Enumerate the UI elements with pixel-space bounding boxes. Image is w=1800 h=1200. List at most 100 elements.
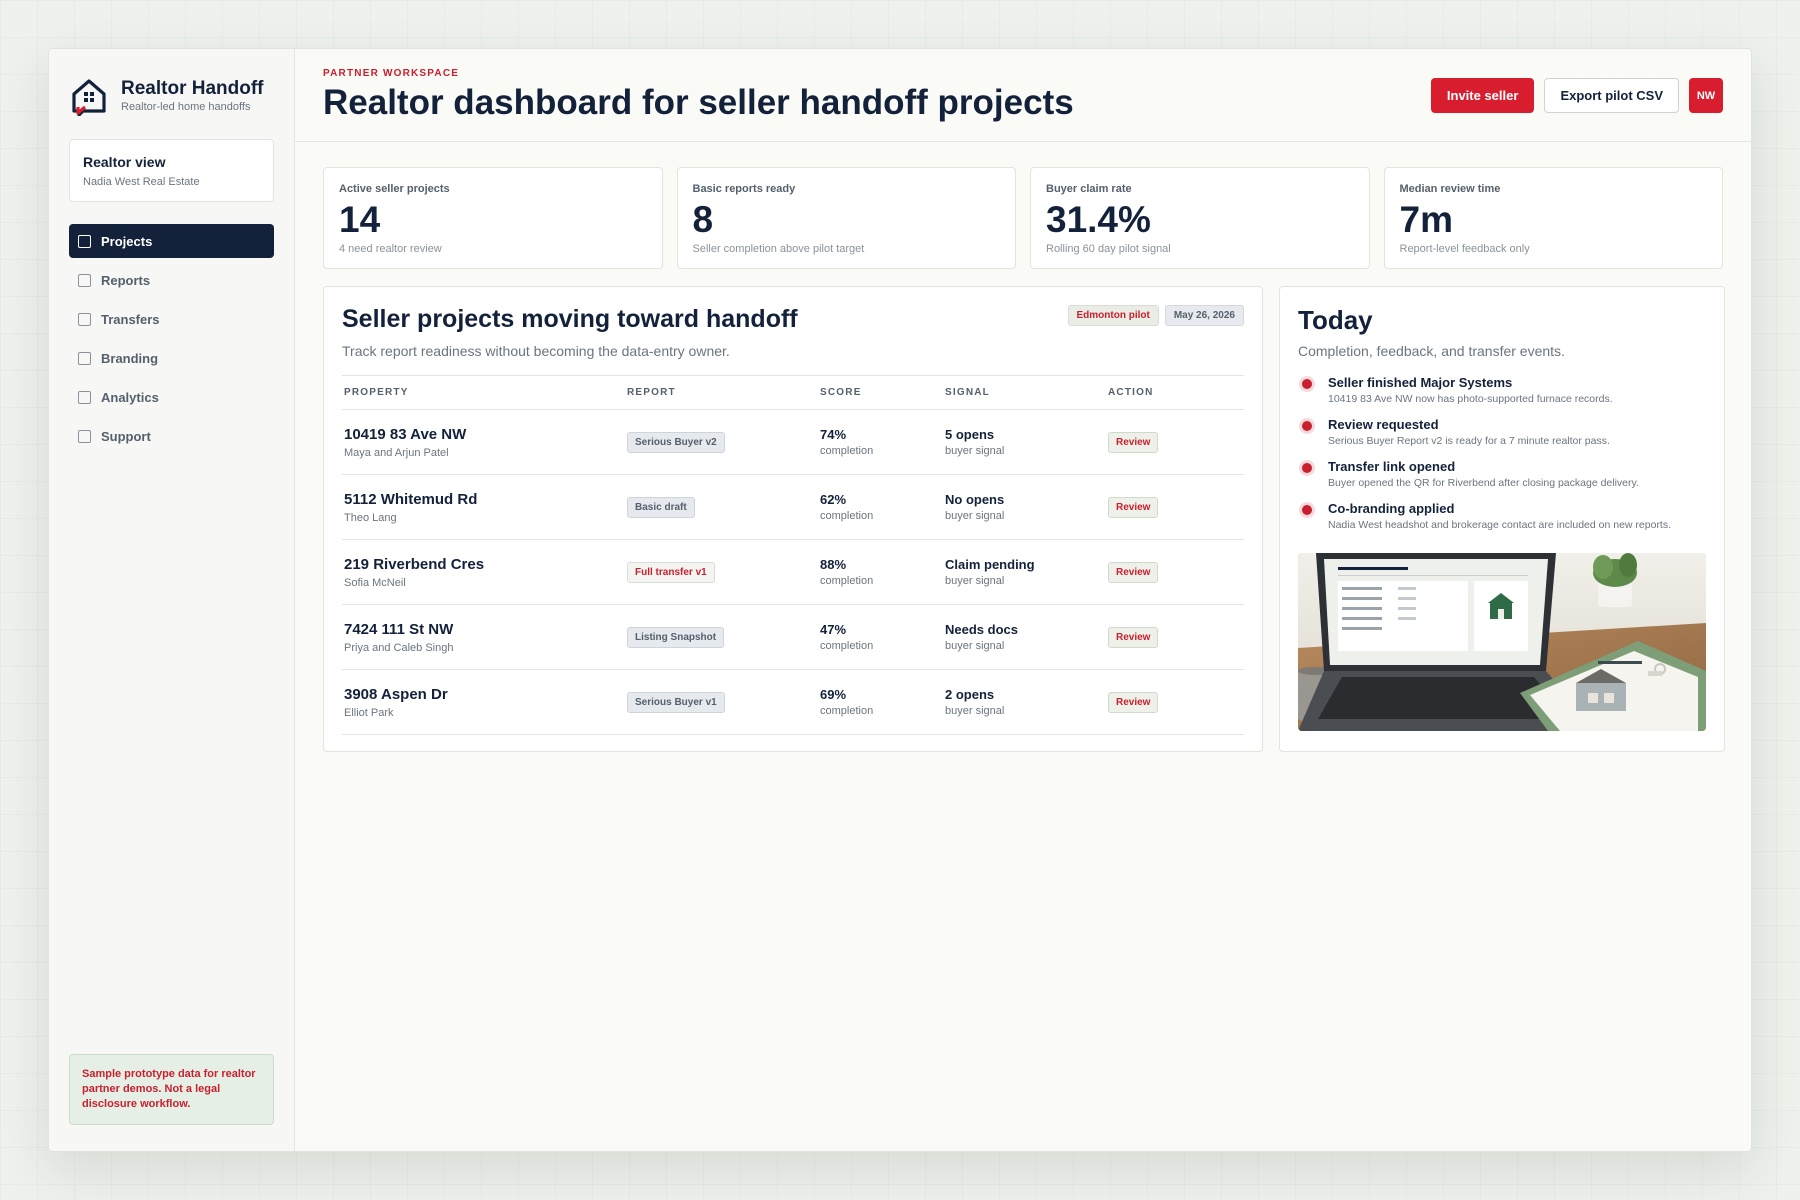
column-header-action[interactable]: ACTION: [1106, 375, 1244, 410]
event-item: Transfer link opened Buyer opened the QR…: [1298, 459, 1706, 501]
report-tag: Serious Buyer v2: [627, 431, 725, 453]
signal-value: No opens: [945, 492, 1005, 507]
score-note: completion: [820, 575, 874, 587]
stat-value: 8: [692, 199, 714, 240]
column-header-report[interactable]: REPORT: [625, 375, 818, 410]
page-eyebrow: PARTNER WORKSPACE: [323, 68, 460, 79]
stat-note: Rolling 60 day pilot signal: [1046, 243, 1171, 255]
review-button[interactable]: Review: [1108, 496, 1159, 518]
sidebar-item-label: Analytics: [101, 389, 159, 405]
event-dot-icon: [1302, 379, 1312, 389]
sidebar-item-projects[interactable]: Projects: [69, 224, 274, 258]
score-note: completion: [820, 510, 874, 522]
signal-value: Claim pending: [945, 557, 1035, 572]
event-description: Nadia West headshot and brokerage contac…: [1328, 519, 1672, 531]
signal-note: buyer signal: [945, 575, 1005, 587]
report-tag: Serious Buyer v1: [627, 691, 725, 713]
event-description: 10419 83 Ave NW now has photo-supported …: [1328, 393, 1613, 405]
table-row[interactable]: 7424 111 St NW Priya and Caleb Singh List…: [342, 604, 1244, 670]
checkbox-icon: [78, 273, 91, 287]
avatar[interactable]: NW: [1689, 78, 1723, 113]
table-header-row: PROPERTY REPORT SCORE SIGNAL ACTION: [342, 375, 1244, 410]
sidebar-item-reports[interactable]: Reports: [69, 263, 274, 297]
property-owner: Sofia McNeil: [344, 576, 406, 589]
checkbox-icon: [78, 429, 91, 443]
invite-seller-button[interactable]: Invite seller: [1430, 78, 1535, 113]
date-chip[interactable]: May 26, 2026: [1164, 305, 1244, 326]
score-note: completion: [820, 445, 874, 457]
column-header-signal[interactable]: SIGNAL: [943, 375, 1106, 410]
realtor-view-title: Realtor view: [83, 154, 166, 170]
realtor-view-card[interactable]: Realtor view Nadia West Real Estate: [69, 139, 274, 202]
review-button[interactable]: Review: [1108, 691, 1159, 713]
sidebar-item-transfers[interactable]: Transfers: [69, 302, 274, 336]
stat-card: Basic reports ready 8 Seller completion …: [676, 167, 1016, 269]
sidebar-item-branding[interactable]: Branding: [69, 341, 274, 375]
property-address: 7424 111 St NW: [344, 620, 454, 638]
signal-value: 5 opens: [945, 427, 995, 442]
signal-note: buyer signal: [945, 640, 1005, 652]
today-panel: Today Completion, feedback, and transfer…: [1279, 286, 1725, 752]
sidebar-item-support[interactable]: Support: [69, 419, 274, 453]
sidebar-nav: Projects Reports Transfers Branding Anal…: [69, 224, 274, 453]
property-address: 10419 83 Ave NW: [344, 425, 467, 443]
sidebar-item-label: Transfers: [101, 311, 160, 327]
sidebar-item-analytics[interactable]: Analytics: [69, 380, 274, 414]
score-value: 88%: [820, 557, 847, 572]
event-item: Review requested Serious Buyer Report v2…: [1298, 417, 1706, 459]
event-item: Co-branding applied Nadia West headshot …: [1298, 501, 1706, 543]
property-owner: Maya and Arjun Patel: [344, 446, 449, 459]
event-description: Buyer opened the QR for Riverbend after …: [1328, 477, 1639, 489]
realtor-view-subtitle: Nadia West Real Estate: [83, 176, 200, 188]
review-button[interactable]: Review: [1108, 626, 1159, 648]
brand[interactable]: Realtor Handoff Realtor-led home handoff…: [69, 75, 274, 117]
score-note: completion: [820, 640, 874, 652]
stat-label: Buyer claim rate: [1046, 183, 1132, 195]
event-title: Transfer link opened: [1328, 459, 1456, 474]
column-header-score[interactable]: SCORE: [818, 375, 943, 410]
table-row[interactable]: 3908 Aspen Dr Elliot Park Serious Buyer v…: [342, 669, 1244, 735]
table-row[interactable]: 5112 Whitemud Rd Theo Lang Basic draft 62…: [342, 474, 1244, 540]
score-value: 69%: [820, 687, 847, 702]
brand-subtitle: Realtor-led home handoffs: [121, 101, 251, 113]
projects-panel: Seller projects moving toward handoff Tr…: [323, 286, 1263, 752]
top-actions: Invite seller Export pilot CSV NW: [1430, 78, 1723, 113]
table-row[interactable]: 219 Riverbend Cres Sofia McNeil Full tran…: [342, 539, 1244, 605]
event-list: Seller finished Major Systems 10419 83 A…: [1298, 375, 1706, 543]
signal-value: 2 opens: [945, 687, 995, 702]
score-value: 62%: [820, 492, 847, 507]
sidebar-item-label: Branding: [101, 350, 159, 366]
property-address: 219 Riverbend Cres: [344, 555, 485, 573]
today-title: Today: [1298, 305, 1373, 335]
report-tag: Full transfer v1: [627, 561, 715, 583]
event-dot-icon: [1302, 463, 1312, 473]
column-header-property[interactable]: PROPERTY: [342, 375, 625, 410]
event-item: Seller finished Major Systems 10419 83 A…: [1298, 375, 1706, 417]
checkbox-icon: [78, 390, 91, 404]
stat-value: 14: [339, 199, 381, 240]
stat-value: 7m: [1399, 199, 1453, 240]
signal-note: buyer signal: [945, 510, 1005, 522]
event-dot-icon: [1302, 505, 1312, 515]
main-content: PARTNER WORKSPACE Realtor dashboard for …: [295, 49, 1751, 1151]
property-address: 3908 Aspen Dr: [344, 685, 448, 703]
page-title: Realtor dashboard for seller handoff pro…: [323, 83, 1074, 122]
review-button[interactable]: Review: [1108, 561, 1159, 583]
stats-row: Active seller projects 14 4 need realtor…: [323, 167, 1723, 269]
export-csv-button[interactable]: Export pilot CSV: [1544, 78, 1679, 113]
stat-card: Median review time 7m Report-level feedb…: [1383, 167, 1723, 269]
event-dot-icon: [1302, 421, 1312, 431]
house-logo-icon: [72, 79, 106, 116]
report-tag: Listing Snapshot: [627, 626, 725, 648]
brand-title: Realtor Handoff: [121, 78, 264, 99]
pilot-chip[interactable]: Edmonton pilot: [1067, 305, 1159, 326]
projects-title: Seller projects moving toward handoff: [342, 305, 798, 333]
table-row[interactable]: 10419 83 Ave NW Maya and Arjun Patel Seri…: [342, 409, 1244, 475]
stat-note: 4 need realtor review: [339, 243, 442, 255]
stat-note: Seller completion above pilot target: [692, 243, 865, 255]
stat-card: Active seller projects 14 4 need realtor…: [323, 167, 663, 269]
review-button[interactable]: Review: [1108, 431, 1159, 453]
checkbox-icon: [78, 234, 91, 248]
property-address: 5112 Whitemud Rd: [344, 490, 478, 508]
event-title: Co-branding applied: [1328, 501, 1455, 516]
